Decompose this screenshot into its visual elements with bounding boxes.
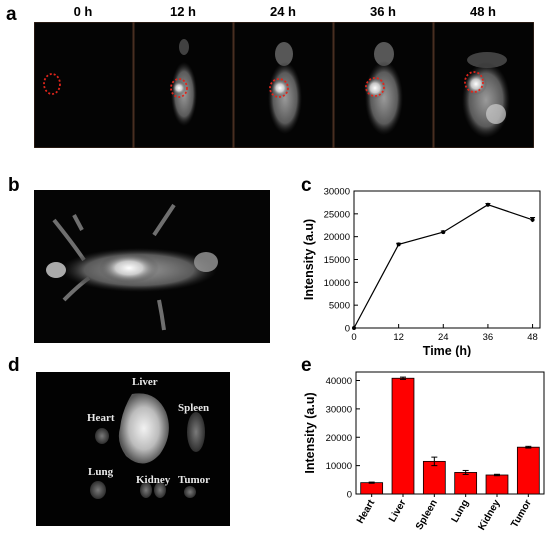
organ-label-lung: Lung xyxy=(88,466,114,478)
highlight-circle xyxy=(365,77,385,97)
panel-letter-d: d xyxy=(8,355,20,376)
y-tick-label: 25000 xyxy=(324,209,350,220)
x-tick-label: 12 xyxy=(393,332,404,343)
plot-frame xyxy=(355,371,545,495)
y-axis-label: Intensity (a.u) xyxy=(303,392,317,473)
series-line xyxy=(353,204,533,329)
x-tick-label: 36 xyxy=(483,332,494,343)
bar xyxy=(516,446,540,495)
panel-letter-b: b xyxy=(8,175,20,196)
bar xyxy=(360,482,384,495)
organ-label-kidney: Kidney xyxy=(136,474,171,486)
plot-frame xyxy=(353,190,541,329)
y-tick-label: 30000 xyxy=(324,187,350,198)
x-axis-label: Time (h) xyxy=(423,344,471,357)
tumor-organ xyxy=(184,486,196,498)
y-tick-label: 20000 xyxy=(326,433,352,444)
x-tick-label: Liver xyxy=(387,498,409,524)
spleen-organ xyxy=(187,412,205,452)
bar xyxy=(422,460,446,495)
x-tick-label: 48 xyxy=(527,332,538,343)
data-point xyxy=(352,326,356,330)
panel-e-bar-chart: 0 10000 20000 30000 40000 Intensity (a.u) Hear… xyxy=(303,371,545,533)
panel-a-image-strip xyxy=(34,22,534,148)
panel-letter-a: a xyxy=(6,4,17,25)
panel-letter-c: c xyxy=(301,175,312,196)
liver-organ xyxy=(118,393,169,464)
y-tick-label: 10000 xyxy=(326,461,352,472)
x-tick-label: 0 xyxy=(351,332,356,343)
panel-b-whole-body-image xyxy=(34,190,270,343)
kidney-organ xyxy=(154,482,166,498)
y-tick-label: 40000 xyxy=(326,376,352,387)
x-tick-label: Tumor xyxy=(509,498,534,530)
y-tick-label: 30000 xyxy=(326,404,352,415)
lung-organ xyxy=(90,481,106,499)
data-point xyxy=(396,242,401,247)
organ-label-heart: Heart xyxy=(87,412,115,424)
frame-12h xyxy=(133,22,234,148)
x-tick-label: 24 xyxy=(438,332,449,343)
x-tick-label: Lung xyxy=(450,498,472,525)
organ-label-spleen: Spleen xyxy=(178,402,210,414)
y-axis-label: Intensity (a.u) xyxy=(302,219,316,300)
panel-c-line-chart: 0 5000 10000 15000 20000 25000 30000 0 12 24 36 48 T… xyxy=(302,187,541,357)
bar xyxy=(454,472,478,495)
panel-d-organ-image: Liver Heart Spleen Lung Kidney Tumor xyxy=(36,372,230,526)
time-label-24h: 24 h xyxy=(269,4,296,19)
time-label-36h: 36 h xyxy=(369,4,396,19)
organ-label-liver: Liver xyxy=(132,376,158,388)
heart-organ xyxy=(95,428,109,444)
data-point xyxy=(530,217,535,222)
highlight-circle xyxy=(464,71,484,93)
x-tick-label: Heart xyxy=(355,497,378,525)
bar xyxy=(391,377,415,495)
y-tick-label: 10000 xyxy=(324,278,350,289)
y-tick-label: 0 xyxy=(347,490,352,501)
highlight-circle xyxy=(170,78,188,98)
time-label-48h: 48 h xyxy=(469,4,496,19)
x-tick-label: Spleen xyxy=(414,498,440,532)
frame-0h xyxy=(34,22,134,148)
y-tick-label: 15000 xyxy=(324,255,350,266)
time-label-0h: 0 h xyxy=(73,4,93,19)
bar xyxy=(485,474,509,495)
organ-label-tumor: Tumor xyxy=(178,474,210,486)
x-tick-label: Kidney xyxy=(476,498,502,533)
y-tick-label: 5000 xyxy=(329,301,350,312)
y-tick-label: 0 xyxy=(345,324,350,335)
frame-24h xyxy=(233,22,334,148)
frame-36h xyxy=(333,22,434,148)
kidney-organ xyxy=(140,482,152,498)
data-point xyxy=(441,230,446,235)
panel-letter-e: e xyxy=(301,355,312,376)
time-label-12h: 12 h xyxy=(169,4,196,19)
data-point xyxy=(485,202,490,207)
highlight-circle xyxy=(269,78,289,98)
highlight-circle xyxy=(43,73,61,95)
y-tick-label: 20000 xyxy=(324,232,350,243)
frame-48h xyxy=(433,22,534,148)
